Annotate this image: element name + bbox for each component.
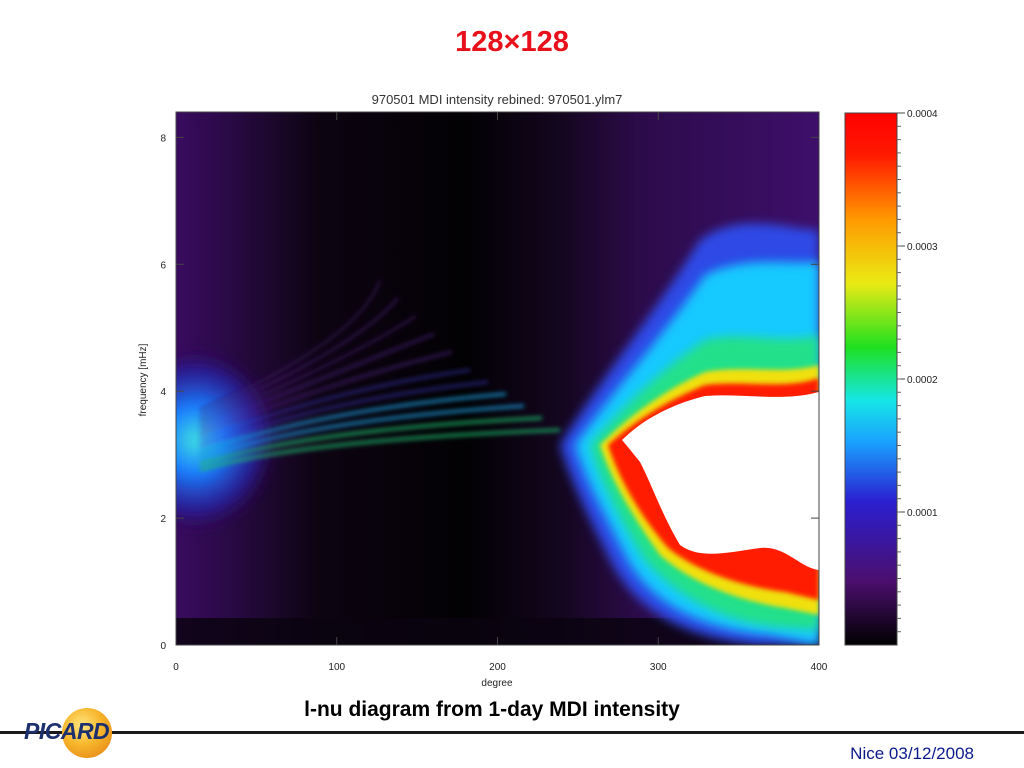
- y-tick-label: 2: [160, 514, 166, 525]
- logo-text: PICARD: [24, 718, 110, 744]
- heatmap-ridge: [199, 392, 507, 454]
- x-tick-label: 0: [173, 662, 179, 673]
- heatmap-plot-area: [176, 112, 819, 645]
- colorbar-gradient: [844, 112, 898, 646]
- colorbar-tick-label: 0.0001: [907, 508, 938, 519]
- picard-logo: PICARD: [18, 708, 122, 758]
- heatmap-ridge: [199, 350, 453, 436]
- colorbar-tick-label: 0.0002: [907, 375, 938, 386]
- colorbar-ticks: 0.0001 0.0002 0.0003 0.0004: [897, 109, 938, 633]
- heatmap-saturated-region: [622, 392, 819, 570]
- footer-location-date: Nice 03/12/2008: [850, 744, 974, 763]
- heatmap-ridge: [199, 297, 399, 418]
- chart-caption: l-nu diagram from 1-day MDI intensity: [304, 698, 680, 721]
- colorbar-tick-label: 0.0004: [907, 109, 938, 120]
- y-axis-label: frequency [mHz]: [138, 343, 149, 416]
- y-tick-label: 4: [160, 387, 166, 398]
- x-tick-label: 200: [489, 662, 506, 673]
- colorbar-tick-label: 0.0003: [907, 242, 938, 253]
- heatmap-ridge: [199, 315, 417, 424]
- heatmap-ridge: [199, 368, 471, 442]
- heatmap-left-power-blob: [176, 345, 280, 535]
- heatmap-ridge: [199, 279, 382, 412]
- x-tick-label: 300: [650, 662, 667, 673]
- heatmap-chart: 970501 MDI intensity rebined: 970501.ylm…: [138, 92, 938, 689]
- heatmap-ridge: [199, 332, 435, 430]
- chart-title: 970501 MDI intensity rebined: 970501.ylm…: [372, 92, 623, 107]
- y-tick-label: 6: [160, 260, 166, 271]
- x-tick-label: 400: [811, 662, 828, 673]
- slide-title: 128×128: [455, 26, 569, 58]
- heatmap-ridge: [199, 416, 543, 466]
- x-axis-label: degree: [481, 678, 513, 689]
- y-axis: 0 2 4 6 8: [160, 133, 819, 652]
- colorbar: 0.0001 0.0002 0.0003 0.0004: [844, 109, 938, 646]
- heatmap-ridge: [199, 380, 489, 448]
- heatmap-ridge: [199, 404, 525, 460]
- y-tick-label: 8: [160, 133, 166, 144]
- heatmap-ridges: [199, 279, 561, 472]
- heatmap-right-power-region: [560, 223, 819, 645]
- footer-divider: [0, 731, 1024, 734]
- y-tick-label: 0: [160, 641, 166, 652]
- heatmap-ridge: [199, 428, 561, 472]
- x-axis: 0 100 200 300 400: [173, 112, 828, 673]
- x-tick-label: 100: [328, 662, 345, 673]
- logo-sun-icon: [62, 708, 112, 758]
